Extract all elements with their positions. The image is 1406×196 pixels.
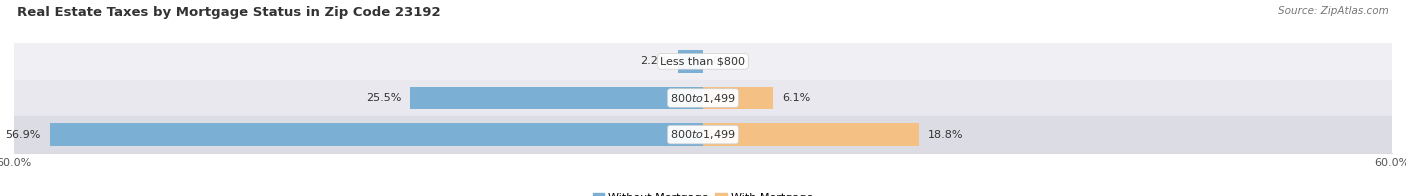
Text: Real Estate Taxes by Mortgage Status in Zip Code 23192: Real Estate Taxes by Mortgage Status in … [17, 6, 440, 19]
Text: Source: ZipAtlas.com: Source: ZipAtlas.com [1278, 6, 1389, 16]
Text: Less than $800: Less than $800 [661, 56, 745, 66]
Text: 6.1%: 6.1% [782, 93, 810, 103]
Text: 2.2%: 2.2% [640, 56, 669, 66]
Bar [14, 80, 1392, 116]
Text: 25.5%: 25.5% [366, 93, 401, 103]
Bar [411, 87, 703, 109]
Bar [703, 123, 920, 146]
Bar [14, 116, 1392, 153]
Text: 18.8%: 18.8% [928, 130, 963, 140]
Text: 56.9%: 56.9% [6, 130, 41, 140]
Text: $800 to $1,499: $800 to $1,499 [671, 128, 735, 141]
Bar [49, 123, 703, 146]
Legend: Without Mortgage, With Mortgage: Without Mortgage, With Mortgage [588, 188, 818, 196]
Text: $800 to $1,499: $800 to $1,499 [671, 92, 735, 104]
Text: 0.0%: 0.0% [713, 56, 741, 66]
Bar [678, 50, 703, 73]
Bar [703, 87, 773, 109]
Bar [14, 43, 1392, 80]
